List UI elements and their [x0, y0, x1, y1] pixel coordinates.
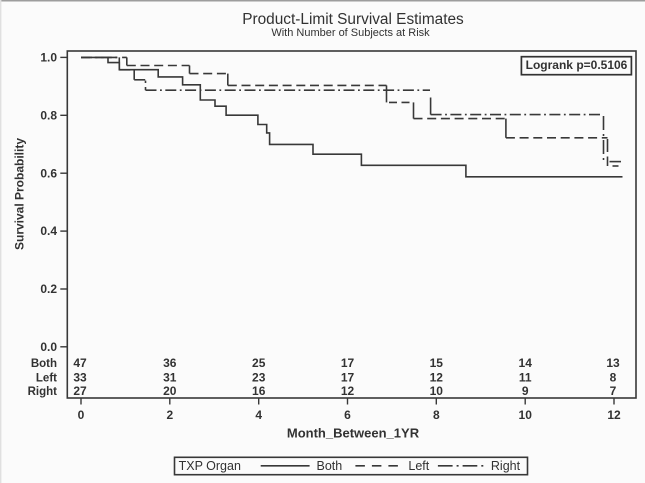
svg-text:23: 23 — [252, 371, 266, 385]
svg-text:Left: Left — [408, 459, 429, 473]
svg-text:10: 10 — [519, 408, 533, 422]
svg-text:Right: Right — [491, 459, 521, 473]
svg-text:4: 4 — [255, 408, 262, 422]
svg-text:Right: Right — [28, 386, 58, 398]
svg-text:Product-Limit Survival Estimat: Product-Limit Survival Estimates — [242, 11, 464, 28]
svg-text:7: 7 — [610, 384, 617, 398]
svg-text:Logrank p=0.5106: Logrank p=0.5106 — [526, 58, 628, 72]
svg-text:31: 31 — [163, 371, 177, 385]
svg-text:2: 2 — [166, 408, 173, 422]
svg-text:Survival Probability: Survival Probability — [13, 138, 27, 250]
svg-text:TXP Organ: TXP Organ — [179, 459, 241, 473]
svg-text:With Number of Subjects at Ris: With Number of Subjects at Risk — [271, 27, 430, 39]
svg-text:10: 10 — [430, 384, 444, 398]
svg-text:36: 36 — [163, 356, 177, 370]
svg-text:20: 20 — [163, 384, 177, 398]
svg-text:12: 12 — [430, 371, 444, 385]
svg-text:0.0: 0.0 — [40, 340, 57, 354]
svg-text:0.2: 0.2 — [40, 282, 57, 296]
svg-text:11: 11 — [519, 371, 532, 385]
svg-text:33: 33 — [73, 371, 87, 385]
svg-text:6: 6 — [344, 408, 351, 422]
svg-text:0: 0 — [78, 408, 85, 422]
svg-text:Left: Left — [36, 373, 57, 385]
svg-text:14: 14 — [519, 356, 533, 370]
svg-text:Both: Both — [31, 358, 57, 370]
svg-text:25: 25 — [252, 356, 266, 370]
svg-text:Both: Both — [317, 459, 343, 473]
svg-text:0.6: 0.6 — [40, 166, 57, 180]
svg-text:13: 13 — [606, 356, 620, 370]
svg-text:16: 16 — [252, 384, 266, 398]
svg-text:27: 27 — [73, 384, 87, 398]
svg-text:12: 12 — [341, 384, 355, 398]
svg-text:12: 12 — [607, 408, 621, 422]
svg-text:8: 8 — [610, 371, 617, 385]
svg-text:0.4: 0.4 — [40, 224, 57, 238]
svg-text:1.0: 1.0 — [40, 51, 57, 65]
svg-text:47: 47 — [73, 356, 87, 370]
svg-text:8: 8 — [433, 408, 440, 422]
svg-text:9: 9 — [522, 384, 529, 398]
svg-text:17: 17 — [341, 356, 355, 370]
svg-text:17: 17 — [341, 371, 355, 385]
svg-text:0.8: 0.8 — [40, 108, 57, 122]
svg-text:15: 15 — [430, 356, 444, 370]
svg-text:Month_Between_1YR: Month_Between_1YR — [287, 426, 420, 441]
